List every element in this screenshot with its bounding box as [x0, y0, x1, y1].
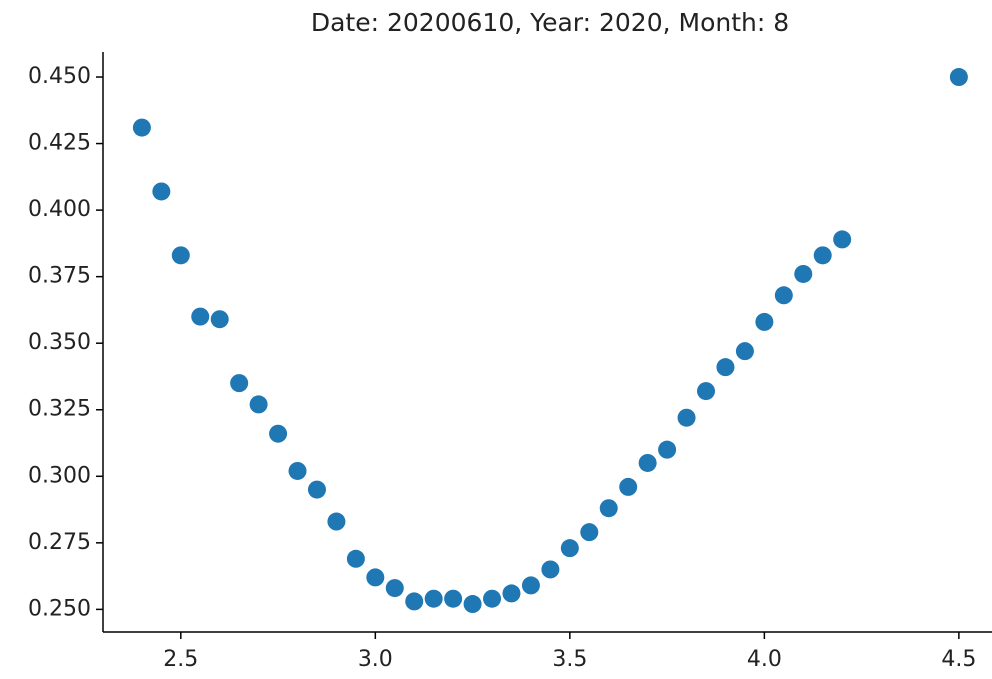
point: [774, 286, 793, 305]
point: [735, 342, 754, 361]
point: [191, 307, 210, 326]
x-tick-label: 3.5: [552, 647, 587, 672]
point: [949, 68, 968, 87]
point: [171, 246, 190, 265]
y-tick-label: 0.400: [28, 197, 91, 222]
point: [269, 424, 288, 443]
point: [346, 549, 365, 568]
y-tick-label: 0.375: [28, 264, 91, 289]
point: [405, 592, 424, 611]
point: [580, 523, 599, 542]
point: [385, 579, 404, 598]
point: [288, 461, 307, 480]
y-tick-label: 0.325: [28, 397, 91, 422]
point: [424, 589, 443, 608]
y-tick-label: 0.425: [28, 131, 91, 156]
point: [833, 230, 852, 249]
y-tick-label: 0.275: [28, 530, 91, 555]
x-tick-label: 4.5: [941, 647, 976, 672]
point: [230, 374, 249, 393]
point: [444, 589, 463, 608]
y-tick-label: 0.350: [28, 330, 91, 355]
x-tick-label: 4.0: [747, 647, 782, 672]
point: [599, 499, 618, 518]
x-tick-label: 3.0: [358, 647, 393, 672]
point: [658, 440, 677, 459]
point: [502, 584, 521, 603]
point: [152, 182, 171, 201]
point: [638, 453, 657, 472]
point: [794, 264, 813, 283]
point: [677, 408, 696, 427]
point: [210, 310, 229, 329]
point: [560, 539, 579, 558]
point: [327, 512, 346, 531]
y-tick-label: 0.250: [28, 596, 91, 621]
point: [307, 480, 326, 499]
point: [366, 568, 385, 587]
y-tick-label: 0.450: [28, 64, 91, 89]
chart-title: Date: 20200610, Year: 2020, Month: 8: [311, 8, 789, 37]
point: [463, 595, 482, 614]
point: [716, 358, 735, 377]
point: [755, 312, 774, 331]
point: [813, 246, 832, 265]
point: [541, 560, 560, 579]
x-tick-label: 2.5: [163, 647, 198, 672]
point: [521, 576, 540, 595]
y-tick-label: 0.300: [28, 463, 91, 488]
point: [249, 395, 268, 414]
point: [483, 589, 502, 608]
point: [697, 382, 716, 401]
point: [619, 477, 638, 496]
point: [132, 118, 151, 137]
